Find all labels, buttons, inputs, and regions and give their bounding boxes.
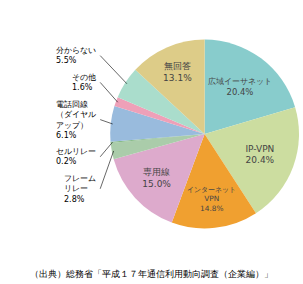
svg-text:分からない5.5%: 分からない5.5%: [56, 46, 96, 65]
svg-text:セルリレー0.2%: セルリレー0.2%: [56, 147, 96, 166]
svg-text:（出典）総務省「平成１７年通信利用動向調査（企業編）」: （出典）総務省「平成１７年通信利用動向調査（企業編）」: [30, 269, 273, 279]
svg-text:フレームリレー2.8%: フレームリレー2.8%: [64, 174, 96, 204]
svg-text:IP-VPN20.4%: IP-VPN20.4%: [245, 144, 274, 166]
svg-text:インターネットVPN14.8%: インターネットVPN14.8%: [187, 185, 236, 213]
svg-text:専用線15.0%: 専用線15.0%: [142, 167, 171, 189]
svg-text:無回答13.1%: 無回答13.1%: [163, 61, 192, 83]
svg-text:電話回線（ダイヤルアップ）6.1%: 電話回線（ダイヤルアップ）6.1%: [56, 100, 96, 140]
svg-text:広域イーサネット20.4%: 広域イーサネット20.4%: [208, 76, 272, 97]
svg-text:その他1.6%: その他1.6%: [72, 73, 96, 92]
